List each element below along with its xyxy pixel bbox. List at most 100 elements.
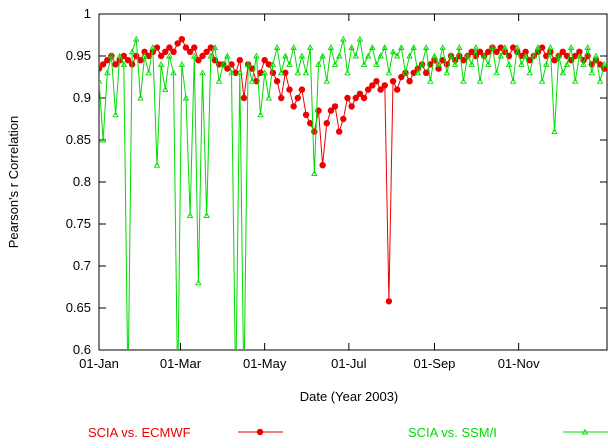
point xyxy=(265,94,273,101)
point xyxy=(340,35,347,42)
point xyxy=(149,44,157,51)
point xyxy=(493,69,500,76)
point xyxy=(547,44,554,51)
point xyxy=(170,69,177,76)
point xyxy=(422,69,430,77)
point xyxy=(385,69,393,76)
point xyxy=(505,60,513,67)
point xyxy=(485,48,492,55)
point xyxy=(141,48,148,55)
point xyxy=(170,48,177,55)
point xyxy=(555,52,562,59)
point xyxy=(199,69,206,76)
point xyxy=(211,44,219,51)
point xyxy=(335,52,343,59)
point xyxy=(468,48,475,55)
point xyxy=(269,69,277,77)
point xyxy=(186,48,194,55)
point xyxy=(340,115,347,123)
point xyxy=(356,90,364,98)
point xyxy=(402,69,409,76)
point xyxy=(377,52,384,59)
point xyxy=(406,52,413,59)
point xyxy=(153,161,161,168)
point xyxy=(104,57,111,64)
point xyxy=(307,120,314,127)
point xyxy=(373,78,380,85)
point xyxy=(344,69,351,76)
point xyxy=(161,86,169,93)
point xyxy=(509,77,517,84)
point xyxy=(460,77,467,84)
point xyxy=(364,52,372,59)
y-tick-label: 0.85 xyxy=(66,132,91,147)
point xyxy=(427,77,434,84)
point xyxy=(480,52,488,59)
point xyxy=(112,111,119,118)
point xyxy=(327,107,335,114)
point xyxy=(278,94,285,102)
y-tick-label: 0.75 xyxy=(66,216,91,231)
point xyxy=(207,52,215,59)
point xyxy=(497,52,504,59)
point xyxy=(439,44,446,51)
point xyxy=(302,69,310,76)
point xyxy=(526,57,533,64)
point xyxy=(335,128,343,135)
point xyxy=(290,103,297,110)
point xyxy=(228,69,235,76)
point xyxy=(182,94,190,101)
point xyxy=(116,52,123,59)
point xyxy=(104,69,111,76)
point xyxy=(282,52,289,59)
point xyxy=(331,103,339,110)
point xyxy=(236,69,244,76)
point xyxy=(501,44,509,51)
x-tick-label: 01-Jan xyxy=(79,356,119,371)
point xyxy=(315,60,322,67)
point xyxy=(290,44,297,51)
point xyxy=(559,48,567,55)
point xyxy=(219,60,227,67)
point xyxy=(298,52,306,59)
legend-label: SCIA vs. SSM/I xyxy=(408,425,497,440)
point xyxy=(141,52,148,59)
point xyxy=(360,94,368,102)
point xyxy=(112,61,119,68)
x-tick-label: 01-Nov xyxy=(498,356,540,371)
point xyxy=(294,94,301,102)
x-tick-label: 01-Mar xyxy=(160,356,202,371)
point xyxy=(215,77,223,84)
point xyxy=(162,48,169,55)
point xyxy=(385,298,393,305)
point xyxy=(261,69,268,76)
point xyxy=(369,44,376,51)
point xyxy=(186,212,194,219)
point xyxy=(406,78,413,85)
point xyxy=(559,69,567,76)
point xyxy=(323,120,330,127)
point xyxy=(199,52,206,60)
point xyxy=(99,136,107,143)
point xyxy=(294,69,302,76)
series-line xyxy=(99,39,605,350)
point xyxy=(319,52,326,59)
point xyxy=(273,78,281,85)
point xyxy=(530,52,538,59)
point xyxy=(286,86,293,93)
point xyxy=(373,60,380,67)
point xyxy=(298,86,306,93)
point xyxy=(203,212,210,219)
point xyxy=(319,162,326,169)
point xyxy=(286,60,293,67)
point xyxy=(273,44,281,51)
point xyxy=(476,77,484,84)
point xyxy=(522,52,529,59)
point xyxy=(451,60,459,67)
point xyxy=(269,60,277,67)
y-tick-label: 0.65 xyxy=(66,300,91,315)
point xyxy=(311,128,318,135)
point xyxy=(257,111,264,118)
point xyxy=(157,60,165,67)
